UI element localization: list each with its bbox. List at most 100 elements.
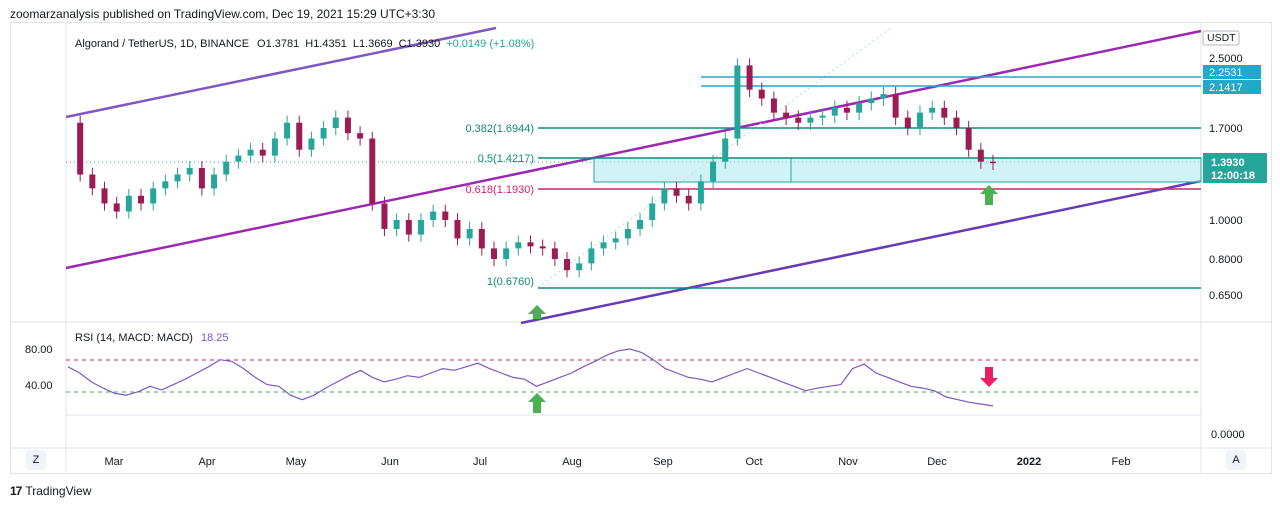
candle-body[interactable] [138, 195, 145, 204]
candle-body[interactable] [174, 174, 181, 182]
price-tag-current-timer: 12:00:18 [1211, 170, 1255, 182]
candle-body[interactable] [783, 112, 790, 118]
channel-upper-line[interactable] [65, 26, 497, 119]
candle-body[interactable] [454, 220, 461, 239]
time-axis[interactable]: Mar Apr May Jun Jul Aug Sep Oct Nov Dec 2022 Feb [105, 456, 1131, 468]
candle-body[interactable] [113, 203, 120, 212]
candle-body[interactable] [539, 246, 546, 249]
x-tick-label: Mar [105, 456, 124, 468]
chart-frame[interactable]: 0.382(1.6944) 0.5(1.4217) 0.618(1.1930) … [10, 22, 1272, 474]
candle-body[interactable] [211, 174, 218, 189]
candle-body[interactable] [442, 211, 449, 220]
candle-body[interactable] [746, 65, 753, 90]
candle-body[interactable] [697, 181, 704, 204]
candle-body[interactable] [284, 122, 291, 139]
candle-body[interactable] [369, 138, 376, 204]
candle-body[interactable] [892, 94, 899, 118]
currency-label: USDT [1207, 32, 1236, 44]
candle-body[interactable] [344, 117, 351, 134]
price-tag-2-1417 [1203, 80, 1261, 94]
candle-body[interactable] [807, 117, 814, 123]
candle-body[interactable] [381, 203, 388, 229]
candle-body[interactable] [953, 117, 960, 128]
currency-box[interactable] [1202, 30, 1240, 46]
candle-body[interactable] [405, 220, 412, 235]
auto-scale-button[interactable]: A [1226, 450, 1246, 470]
candle-body[interactable] [150, 188, 157, 204]
tradingview-brand: TradingView [25, 484, 92, 498]
candle-body[interactable] [685, 195, 692, 204]
candle-body[interactable] [564, 259, 571, 271]
candle-body[interactable] [478, 228, 485, 249]
candle-body[interactable] [722, 138, 729, 162]
candle-body[interactable] [856, 103, 863, 113]
candle-body[interactable] [843, 107, 850, 113]
candle-body[interactable] [576, 263, 583, 271]
channel-middle-line[interactable] [65, 29, 1202, 270]
candle-body[interactable] [430, 211, 437, 220]
candle-body[interactable] [624, 228, 631, 239]
candle-body[interactable] [795, 117, 802, 123]
candle-body[interactable] [649, 203, 656, 220]
candle-body[interactable] [600, 242, 607, 249]
candle-body[interactable] [320, 128, 327, 139]
candle-body[interactable] [466, 228, 473, 239]
candle-body[interactable] [904, 117, 911, 128]
candle-body[interactable] [990, 161, 996, 164]
channel-lower-line[interactable] [520, 179, 1202, 325]
candle-body[interactable] [965, 128, 972, 150]
candle-body[interactable] [393, 220, 400, 229]
rsi-tick-zero: 0.0000 [1211, 429, 1245, 441]
zoom-button[interactable]: Z [26, 450, 46, 470]
candle-body[interactable] [417, 220, 424, 235]
candle-body[interactable] [162, 181, 169, 189]
candle-body[interactable] [661, 188, 668, 204]
candle-body[interactable] [503, 248, 510, 259]
candle-body[interactable] [734, 65, 741, 139]
candle-body[interactable] [296, 122, 303, 150]
candle-body[interactable] [880, 94, 887, 99]
candle-body[interactable] [770, 98, 777, 113]
up-arrow-icon-rsi [528, 393, 546, 413]
y-tick-0-8000: 0.8000 [1209, 254, 1243, 266]
tradingview-logo: 17 [10, 484, 22, 498]
candle-body[interactable] [612, 238, 619, 243]
candle-body[interactable] [977, 149, 984, 162]
candle-body[interactable] [551, 248, 558, 259]
candle-body[interactable] [357, 133, 364, 139]
price-candles[interactable] [77, 58, 996, 278]
candle-body[interactable] [77, 122, 84, 175]
candle-body[interactable] [673, 188, 680, 196]
candle-body[interactable] [223, 161, 230, 175]
candle-body[interactable] [89, 174, 96, 189]
candle-body[interactable] [929, 107, 936, 113]
candle-body[interactable] [490, 248, 497, 259]
candle-body[interactable] [831, 107, 838, 116]
candle-body[interactable] [527, 242, 534, 247]
candle-body[interactable] [515, 242, 522, 249]
candle-body[interactable] [819, 115, 826, 118]
chart-svg[interactable]: 0.382(1.6944) 0.5(1.4217) 0.618(1.1930) … [11, 23, 1271, 473]
candle-body[interactable] [186, 167, 193, 175]
candle-body[interactable] [868, 98, 875, 104]
candle-body[interactable] [235, 155, 242, 162]
candle-body[interactable] [916, 112, 923, 128]
candle-body[interactable] [637, 220, 644, 229]
candle-body[interactable] [710, 161, 717, 182]
x-tick-label: Nov [838, 456, 858, 468]
candle-body[interactable] [247, 149, 254, 156]
rsi-line[interactable] [67, 348, 994, 407]
candle-body[interactable] [758, 89, 765, 99]
candle-body[interactable] [941, 107, 948, 118]
candle-body[interactable] [259, 149, 266, 156]
candle-body[interactable] [125, 195, 132, 212]
candle-body[interactable] [588, 248, 595, 264]
candle-body[interactable] [332, 117, 339, 128]
candle-body[interactable] [198, 167, 205, 189]
up-arrow-icon-price-low [528, 305, 546, 319]
candle-body[interactable] [271, 138, 278, 156]
candle-body[interactable] [101, 188, 108, 204]
candle-body[interactable] [308, 138, 315, 150]
price-tag-current [1203, 153, 1267, 183]
demand-zone-box[interactable] [593, 157, 1202, 183]
